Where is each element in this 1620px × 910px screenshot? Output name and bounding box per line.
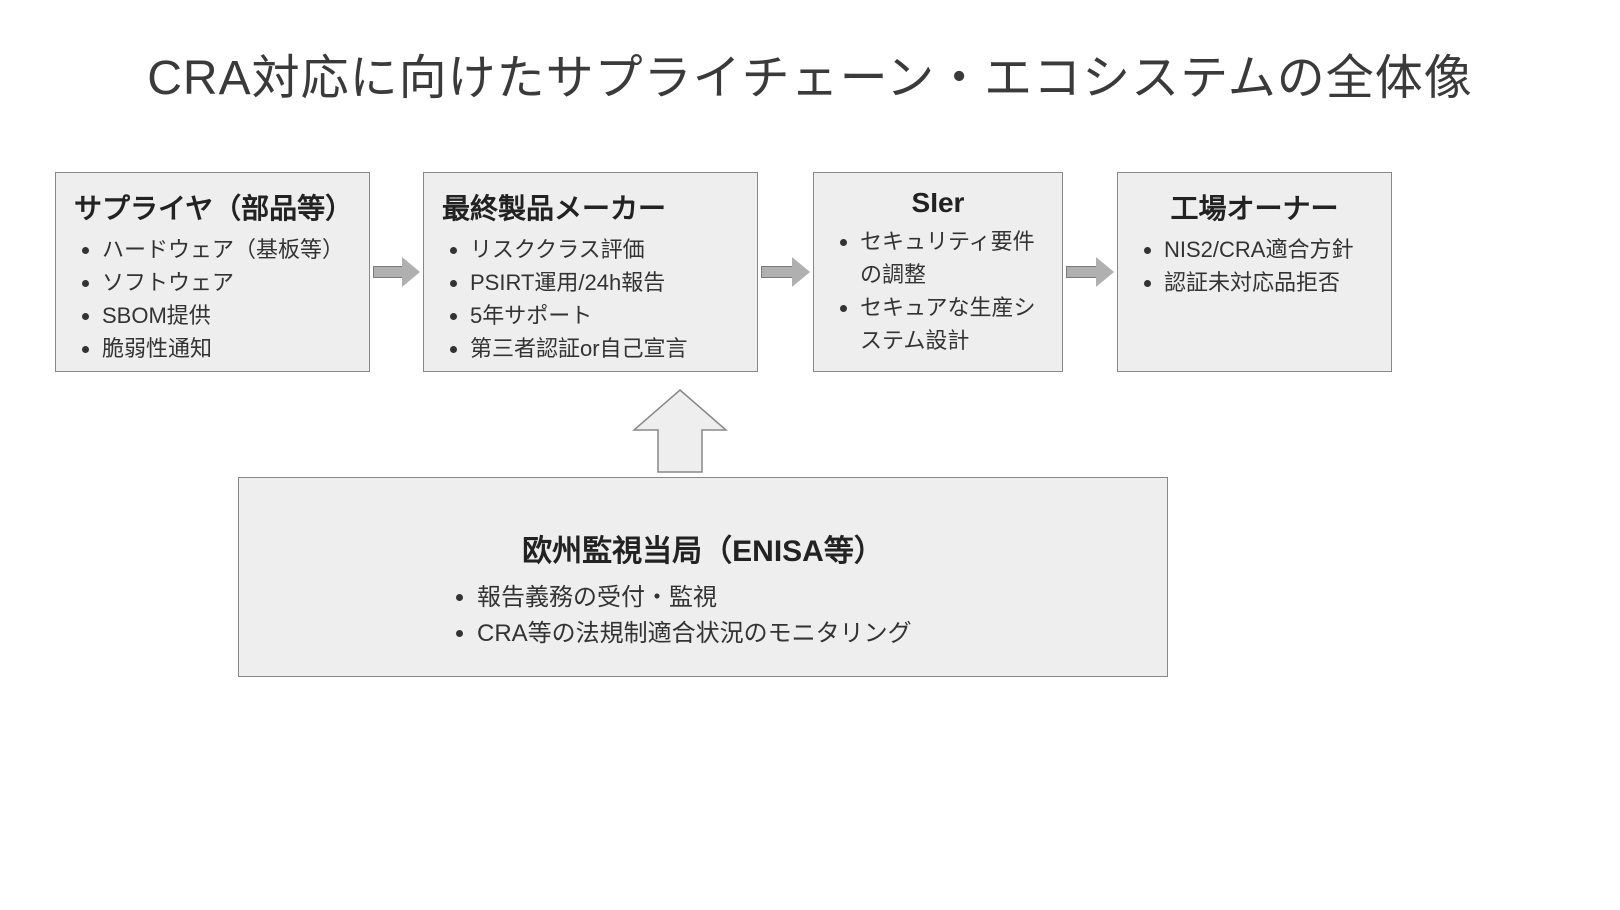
list-item: 脆弱性通知 [102,332,351,365]
page-title: CRA対応に向けたサプライチェーン・エコシステムの全体像 [0,38,1620,108]
arrow-supplier-to-maker [373,263,420,281]
node-supplier-list: ハードウェア（基板等） ソフトウェア SBOM提供 脆弱性通知 [74,233,351,365]
node-supplier-title: サプライヤ（部品等） [74,187,351,227]
node-owner: 工場オーナー NIS2/CRA適合方針 認証未対応品拒否 [1117,172,1392,372]
list-item: 報告義務の受付・監視 [477,580,1149,616]
list-item: ソフトウェア [102,266,351,299]
list-item: CRA等の法規制適合状況のモニタリング [477,616,1149,652]
node-maker-title: 最終製品メーカー [442,187,739,227]
arrow-sier-to-owner [1066,263,1114,281]
list-item: リスククラス評価 [470,233,739,266]
node-sier-title: SIer [832,187,1044,219]
list-item: セキュアな生産システム設計 [860,291,1044,357]
node-sier-list: セキュリティ要件の調整 セキュアな生産システム設計 [832,225,1044,357]
list-item: セキュリティ要件の調整 [860,225,1044,291]
node-regulator: 欧州監視当局（ENISA等） 報告義務の受付・監視 CRA等の法規制適合状況のモ… [238,477,1168,677]
list-item: SBOM提供 [102,299,351,332]
list-item: PSIRT運用/24h報告 [470,266,739,299]
list-item: ハードウェア（基板等） [102,233,351,266]
node-supplier: サプライヤ（部品等） ハードウェア（基板等） ソフトウェア SBOM提供 脆弱性… [55,172,370,372]
list-item: NIS2/CRA適合方針 [1164,233,1373,266]
node-regulator-title: 欧州監視当局（ENISA等） [257,526,1149,570]
arrow-maker-to-sier [761,263,810,281]
list-item: 第三者認証or自己宣言 [470,332,739,365]
list-item: 5年サポート [470,299,739,332]
node-owner-title: 工場オーナー [1136,187,1373,227]
arrow-regulator-to-maker [630,388,730,474]
node-sier: SIer セキュリティ要件の調整 セキュアな生産システム設計 [813,172,1063,372]
node-maker: 最終製品メーカー リスククラス評価 PSIRT運用/24h報告 5年サポート 第… [423,172,758,372]
node-regulator-list: 報告義務の受付・監視 CRA等の法規制適合状況のモニタリング [257,580,1149,652]
node-owner-list: NIS2/CRA適合方針 認証未対応品拒否 [1136,233,1373,299]
list-item: 認証未対応品拒否 [1164,266,1373,299]
node-maker-list: リスククラス評価 PSIRT運用/24h報告 5年サポート 第三者認証or自己宣… [442,233,739,365]
